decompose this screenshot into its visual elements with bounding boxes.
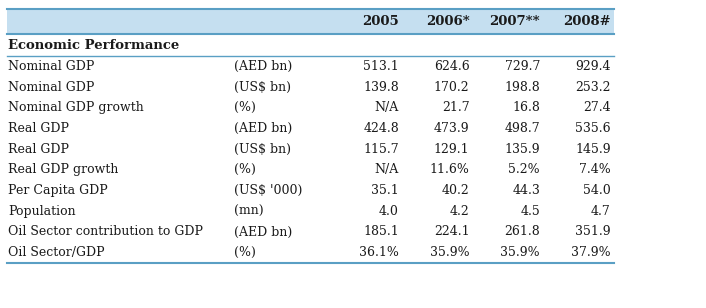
Text: 424.8: 424.8 xyxy=(363,122,399,135)
Text: 40.2: 40.2 xyxy=(442,184,469,197)
Text: N/A: N/A xyxy=(375,163,399,176)
Text: 185.1: 185.1 xyxy=(363,225,399,238)
Text: Real GDP growth: Real GDP growth xyxy=(8,163,119,176)
Text: 36.1%: 36.1% xyxy=(359,246,399,259)
Text: 21.7: 21.7 xyxy=(442,101,469,114)
Text: Real GDP: Real GDP xyxy=(8,143,69,156)
Text: (US$ bn): (US$ bn) xyxy=(234,143,292,156)
Text: 129.1: 129.1 xyxy=(434,143,469,156)
Text: (%): (%) xyxy=(234,101,256,114)
Text: 37.9%: 37.9% xyxy=(571,246,611,259)
Text: 4.7: 4.7 xyxy=(591,205,611,218)
Text: 145.9: 145.9 xyxy=(575,143,611,156)
Text: (US$ '000): (US$ '000) xyxy=(234,184,303,197)
Text: N/A: N/A xyxy=(375,101,399,114)
Text: 929.4: 929.4 xyxy=(575,60,611,73)
Text: (%): (%) xyxy=(234,246,256,259)
Text: Oil Sector contribution to GDP: Oil Sector contribution to GDP xyxy=(8,225,203,238)
Text: 535.6: 535.6 xyxy=(575,122,611,135)
Text: 198.8: 198.8 xyxy=(504,80,540,94)
Text: 729.7: 729.7 xyxy=(505,60,540,73)
Text: Oil Sector/GDP: Oil Sector/GDP xyxy=(8,246,105,259)
Text: 2006*: 2006* xyxy=(426,15,469,28)
Text: 135.9: 135.9 xyxy=(505,143,540,156)
Text: (AED bn): (AED bn) xyxy=(234,122,293,135)
Text: 2008#: 2008# xyxy=(563,15,611,28)
Text: 16.8: 16.8 xyxy=(513,101,540,114)
Text: Per Capita GDP: Per Capita GDP xyxy=(8,184,108,197)
Text: 473.9: 473.9 xyxy=(434,122,469,135)
Text: 139.8: 139.8 xyxy=(363,80,399,94)
Text: 35.9%: 35.9% xyxy=(501,246,540,259)
Text: (US$ bn): (US$ bn) xyxy=(234,80,292,94)
Text: 7.4%: 7.4% xyxy=(579,163,611,176)
Text: Population: Population xyxy=(8,205,76,218)
Text: Nominal GDP: Nominal GDP xyxy=(8,60,95,73)
Text: 54.0: 54.0 xyxy=(583,184,611,197)
Text: Real GDP: Real GDP xyxy=(8,122,69,135)
Text: 115.7: 115.7 xyxy=(364,143,399,156)
Text: (%): (%) xyxy=(234,163,256,176)
Text: (AED bn): (AED bn) xyxy=(234,60,293,73)
Text: 170.2: 170.2 xyxy=(434,80,469,94)
FancyBboxPatch shape xyxy=(7,9,614,34)
Text: 513.1: 513.1 xyxy=(363,60,399,73)
Text: 4.0: 4.0 xyxy=(379,205,399,218)
Text: 261.8: 261.8 xyxy=(504,225,540,238)
Text: 35.1: 35.1 xyxy=(371,184,399,197)
Text: 224.1: 224.1 xyxy=(434,225,469,238)
Text: 253.2: 253.2 xyxy=(575,80,611,94)
Text: 44.3: 44.3 xyxy=(513,184,540,197)
Text: 4.5: 4.5 xyxy=(520,205,540,218)
Text: (mn): (mn) xyxy=(234,205,264,218)
Text: 35.9%: 35.9% xyxy=(430,246,469,259)
Text: 498.7: 498.7 xyxy=(505,122,540,135)
Text: 27.4: 27.4 xyxy=(583,101,611,114)
Text: Nominal GDP growth: Nominal GDP growth xyxy=(8,101,144,114)
Text: 5.2%: 5.2% xyxy=(508,163,540,176)
Text: 11.6%: 11.6% xyxy=(430,163,469,176)
Text: Nominal GDP: Nominal GDP xyxy=(8,80,95,94)
Text: 2005: 2005 xyxy=(362,15,399,28)
Text: Economic Performance: Economic Performance xyxy=(8,39,180,52)
Text: 624.6: 624.6 xyxy=(433,60,469,73)
Text: 2007**: 2007** xyxy=(489,15,540,28)
Text: 351.9: 351.9 xyxy=(575,225,611,238)
Text: (AED bn): (AED bn) xyxy=(234,225,293,238)
Text: 4.2: 4.2 xyxy=(450,205,469,218)
